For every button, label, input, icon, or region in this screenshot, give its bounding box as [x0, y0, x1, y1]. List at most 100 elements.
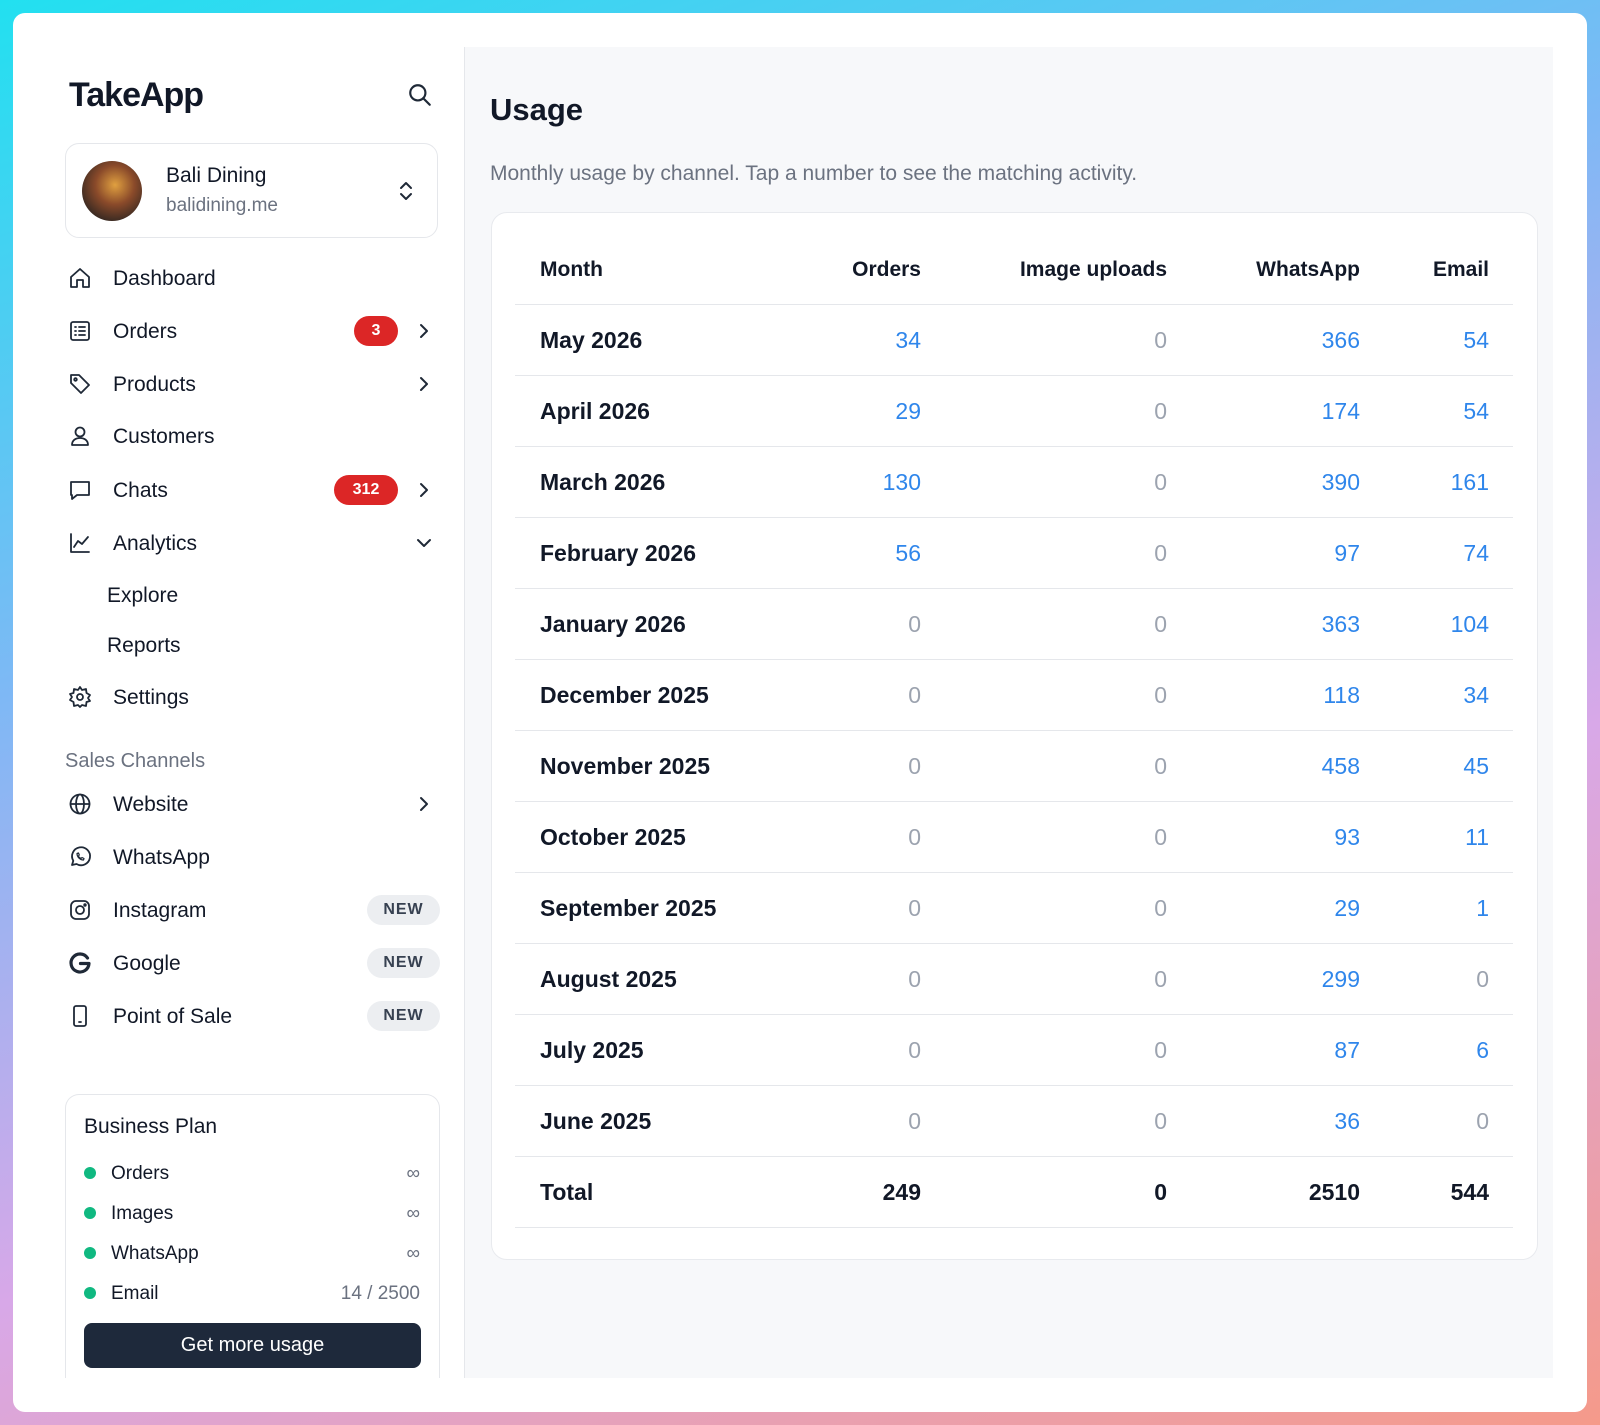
usage-cell: 0: [945, 943, 1191, 1015]
plan-item-label: Orders: [111, 1163, 170, 1184]
plan-item-label: WhatsApp: [111, 1243, 199, 1264]
column-header: Orders: [805, 235, 945, 305]
usage-cell[interactable]: 74: [1384, 517, 1513, 589]
usage-cell[interactable]: 56: [805, 517, 945, 589]
header-row: Month Orders Image uploads WhatsApp Email: [515, 235, 1513, 305]
usage-cell[interactable]: 458: [1191, 730, 1384, 802]
nav-label: Chats: [113, 479, 168, 502]
month-cell: January 2026: [515, 588, 805, 660]
usage-cell[interactable]: 130: [805, 446, 945, 518]
chevron: [420, 483, 428, 497]
plan-title: Business Plan: [84, 1115, 218, 1138]
nav-label: Customers: [113, 425, 215, 448]
usage-cell[interactable]: 1: [1384, 872, 1513, 944]
usage-cell: 0: [805, 730, 945, 802]
channel-item[interactable]: Website: [65, 784, 440, 824]
nav-label: Dashboard: [113, 267, 216, 290]
usage-cell[interactable]: 174: [1191, 375, 1384, 447]
table-row: July 2025 0 0 87 6: [515, 1014, 1513, 1086]
nav-label: Orders: [113, 320, 178, 343]
total-row: Total 249 0 2510 544: [515, 1156, 1513, 1228]
usage-cell[interactable]: 93: [1191, 801, 1384, 873]
badge: 3: [354, 316, 398, 346]
total-cell: 249: [805, 1156, 945, 1228]
total-cell: 0: [945, 1156, 1191, 1228]
usage-cell: 0: [805, 943, 945, 1015]
search-button[interactable]: [407, 82, 433, 108]
usage-cell[interactable]: 97: [1191, 517, 1384, 589]
page-title: Usage: [490, 92, 584, 127]
column-header: Month: [515, 235, 805, 305]
upgrade-button[interactable]: Get more usage: [84, 1323, 421, 1368]
channel-item[interactable]: Instagram NEW: [65, 890, 440, 930]
store-name: Bali Dining: [166, 164, 267, 187]
switch-icon: [400, 182, 412, 200]
table-row: November 2025 0 0 458 45: [515, 730, 1513, 802]
section-title: Sales Channels: [65, 750, 206, 772]
page-subtitle: Monthly usage by channel. Tap a number t…: [490, 162, 1138, 185]
store-domain: balidining.me: [166, 195, 278, 216]
total-cell: 2510: [1191, 1156, 1384, 1228]
nav-item[interactable]: Customers: [65, 416, 440, 456]
month-cell: October 2025: [515, 801, 805, 873]
month-cell: June 2025: [515, 1085, 805, 1157]
usage-cell[interactable]: 34: [805, 304, 945, 376]
table-row: March 2026 130 0 390 161: [515, 446, 1513, 518]
usage-cell[interactable]: 87: [1191, 1014, 1384, 1086]
usage-cell[interactable]: 36: [1191, 1085, 1384, 1157]
usage-cell[interactable]: 34: [1384, 659, 1513, 731]
usage-cell[interactable]: 363: [1191, 588, 1384, 660]
usage-cell[interactable]: 29: [805, 375, 945, 447]
nav-label: Analytics: [113, 532, 198, 555]
total-cell: 544: [1384, 1156, 1513, 1228]
nav-label: Settings: [113, 686, 189, 709]
usage-cell[interactable]: 299: [1191, 943, 1384, 1015]
usage-cell[interactable]: 45: [1384, 730, 1513, 802]
plan-item-limit: ∞: [406, 1203, 420, 1224]
status-dot: [84, 1167, 96, 1179]
channel-item[interactable]: Google NEW: [65, 943, 440, 983]
nav-item[interactable]: Chats 312: [65, 470, 440, 510]
usage-cell[interactable]: 118: [1191, 659, 1384, 731]
usage-cell[interactable]: 54: [1384, 304, 1513, 376]
month-cell: March 2026: [515, 446, 805, 518]
usage-cell: 0: [945, 446, 1191, 518]
month-cell: September 2025: [515, 872, 805, 944]
plan-item: Orders ∞: [84, 1158, 420, 1188]
nav-item[interactable]: Dashboard: [65, 258, 440, 298]
usage-cell[interactable]: 390: [1191, 446, 1384, 518]
channel-label: Google: [113, 952, 181, 975]
nav-item[interactable]: Orders 3: [65, 311, 440, 351]
usage-cell[interactable]: 366: [1191, 304, 1384, 376]
usage-cell: 0: [805, 872, 945, 944]
usage-cell[interactable]: 6: [1384, 1014, 1513, 1086]
month-cell: May 2026: [515, 304, 805, 376]
usage-card: Month Orders Image uploads WhatsApp Email Ma…: [491, 212, 1538, 1260]
usage-cell: 0: [1384, 1085, 1513, 1157]
month-cell: December 2025: [515, 659, 805, 731]
table-row: September 2025 0 0 29 1: [515, 872, 1513, 944]
nav-item[interactable]: Settings: [65, 677, 440, 717]
chevron: [420, 797, 428, 811]
nav-subitem[interactable]: Explore: [107, 584, 179, 607]
nav-item[interactable]: Products: [65, 364, 440, 404]
channel-item[interactable]: WhatsApp: [65, 837, 440, 877]
column-header: Email: [1384, 235, 1513, 305]
nav-subitem[interactable]: Reports: [107, 634, 181, 657]
usage-cell[interactable]: 29: [1191, 872, 1384, 944]
store-switcher[interactable]: Bali Dining balidining.me: [65, 143, 438, 238]
channel-label: Website: [113, 793, 189, 816]
usage-cell: 0: [945, 517, 1191, 589]
usage-cell[interactable]: 161: [1384, 446, 1513, 518]
channel-item[interactable]: Point of Sale NEW: [65, 996, 440, 1036]
usage-cell[interactable]: 104: [1384, 588, 1513, 660]
new-tag: NEW: [367, 895, 440, 925]
brand: TakeApp: [69, 76, 204, 114]
nav-item[interactable]: Analytics: [65, 523, 440, 563]
usage-cell[interactable]: 11: [1384, 801, 1513, 873]
usage-cell: 0: [945, 659, 1191, 731]
usage-cell[interactable]: 54: [1384, 375, 1513, 447]
month-cell: November 2025: [515, 730, 805, 802]
table-row: October 2025 0 0 93 11: [515, 801, 1513, 873]
